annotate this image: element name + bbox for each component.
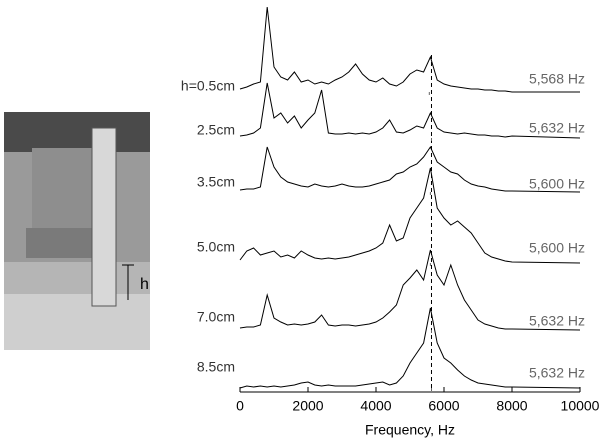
peak-label: 5,632 Hz xyxy=(529,365,585,381)
x-tick-label: 2000 xyxy=(292,398,323,414)
spectrum-line xyxy=(239,82,581,139)
sensor xyxy=(32,148,94,230)
series-label: 3.5cm xyxy=(197,174,235,190)
spectrum-line xyxy=(239,307,581,389)
peak-label: 5,632 Hz xyxy=(529,120,585,136)
x-tick-label: 6000 xyxy=(428,398,459,414)
x-tick-label: 4000 xyxy=(360,398,391,414)
ruler xyxy=(91,127,117,307)
peak-label: 5,600 Hz xyxy=(529,240,585,256)
series-label: h=0.5cm xyxy=(181,78,235,94)
x-axis-label: Frequency, Hz xyxy=(365,422,455,438)
series-label: 7.0cm xyxy=(197,309,235,325)
spectrum-line xyxy=(239,249,581,331)
floor xyxy=(4,294,150,350)
series-label: 5.0cm xyxy=(197,239,235,255)
photo-label: h xyxy=(140,276,149,293)
spectrum-line xyxy=(239,145,581,193)
x-tick-label: 10000 xyxy=(561,398,600,414)
peak-label: 5,600 Hz xyxy=(529,176,585,192)
x-tick-label: 0 xyxy=(236,398,244,414)
photo-top xyxy=(4,112,150,152)
peak-label: 5,568 Hz xyxy=(529,71,585,87)
sensor-base xyxy=(26,228,100,258)
photo: h xyxy=(4,112,150,350)
spectrum-line xyxy=(239,6,580,93)
series-label: 2.5cm xyxy=(197,122,235,138)
peak-label: 5,632 Hz xyxy=(529,313,585,329)
series-label: 8.5cm xyxy=(197,359,235,375)
plate xyxy=(4,262,150,294)
x-tick-label: 8000 xyxy=(496,398,527,414)
spectrum-line xyxy=(239,167,581,264)
